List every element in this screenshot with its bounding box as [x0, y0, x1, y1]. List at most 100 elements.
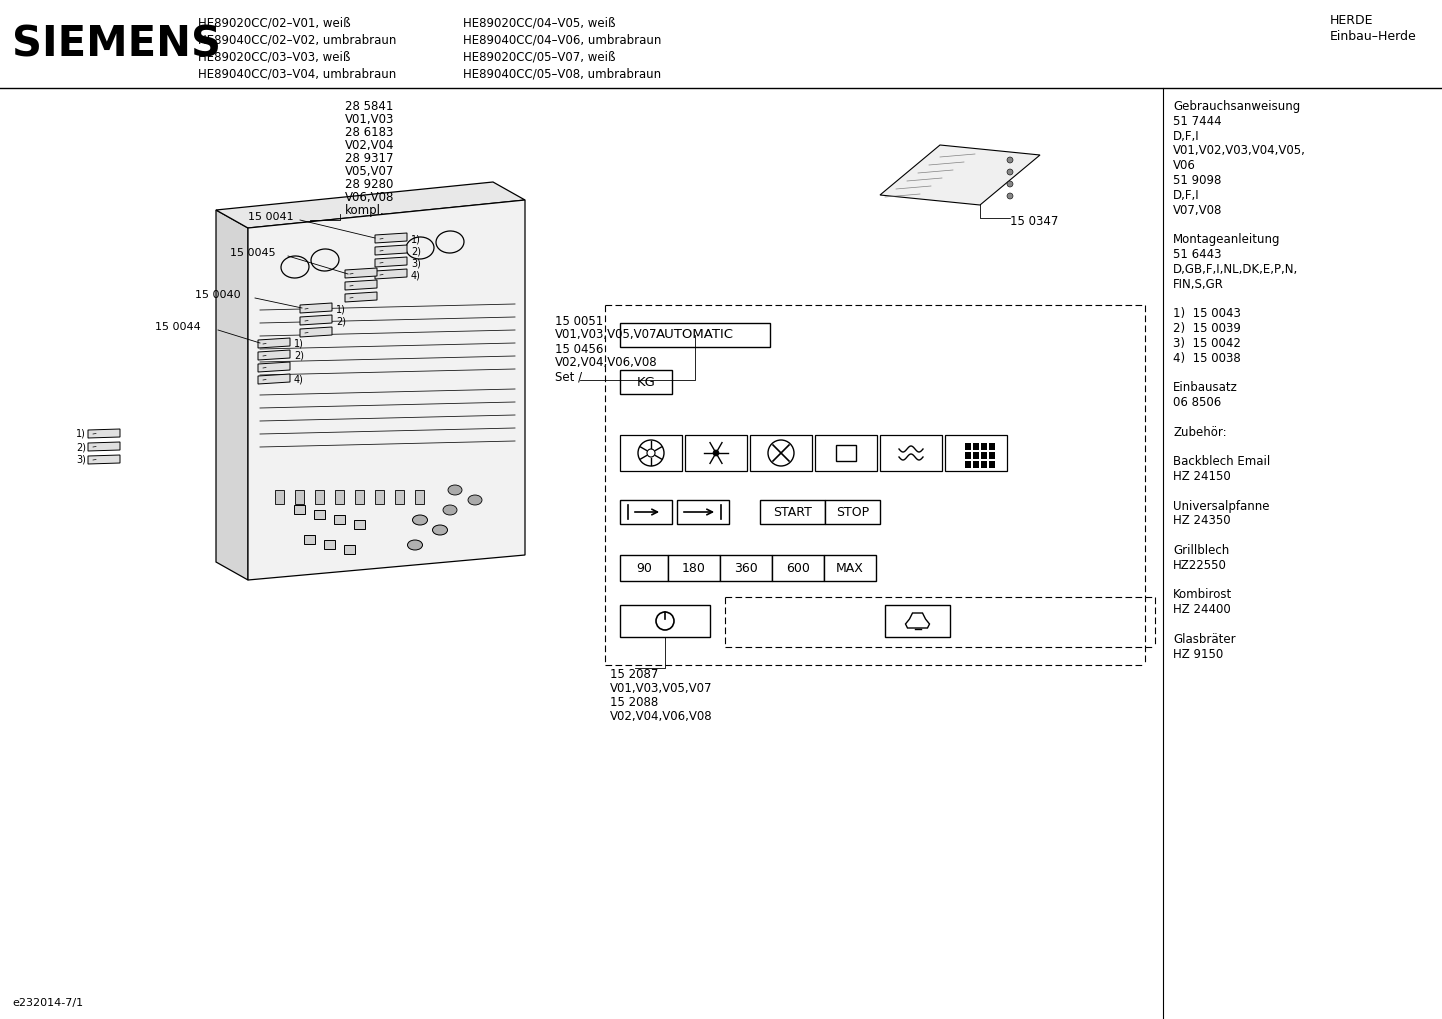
- Text: V07,V08: V07,V08: [1172, 204, 1223, 217]
- Text: 2): 2): [411, 246, 421, 256]
- Text: Grillblech: Grillblech: [1172, 544, 1229, 557]
- Text: Set /: Set /: [555, 371, 583, 384]
- Text: Einbau–Herde: Einbau–Herde: [1330, 30, 1416, 43]
- Ellipse shape: [412, 515, 427, 525]
- Bar: [771, 555, 823, 581]
- Bar: [345, 545, 355, 554]
- Polygon shape: [375, 245, 407, 255]
- Text: 51 9098: 51 9098: [1172, 174, 1221, 187]
- Text: 15 2087: 15 2087: [610, 668, 659, 681]
- Polygon shape: [345, 280, 376, 290]
- Ellipse shape: [443, 505, 457, 515]
- Text: 1): 1): [411, 234, 421, 244]
- Text: V01,V02,V03,V04,V05,: V01,V02,V03,V04,V05,: [1172, 145, 1306, 157]
- Bar: [973, 461, 979, 468]
- Bar: [620, 323, 770, 347]
- Text: HZ22550: HZ22550: [1172, 558, 1227, 572]
- Text: 2): 2): [76, 442, 87, 452]
- Text: HZ 24150: HZ 24150: [1172, 470, 1231, 483]
- Bar: [353, 520, 365, 529]
- Bar: [885, 605, 950, 637]
- Bar: [973, 443, 979, 450]
- Bar: [294, 505, 306, 514]
- Text: 28 5841: 28 5841: [345, 100, 394, 113]
- Bar: [989, 461, 995, 468]
- Text: HZ 24400: HZ 24400: [1172, 603, 1231, 616]
- Text: Kombirost: Kombirost: [1172, 588, 1233, 601]
- Bar: [981, 443, 986, 450]
- Text: HE89040CC/05–V08, umbrabraun: HE89040CC/05–V08, umbrabraun: [463, 67, 660, 81]
- Text: 28 6183: 28 6183: [345, 126, 394, 139]
- Text: V06,V08: V06,V08: [345, 191, 394, 204]
- Polygon shape: [258, 350, 290, 360]
- Text: V02,V04,V06,V08: V02,V04,V06,V08: [555, 356, 658, 369]
- Polygon shape: [248, 200, 525, 580]
- Bar: [335, 515, 345, 524]
- Bar: [296, 490, 304, 504]
- Bar: [965, 452, 970, 459]
- Circle shape: [1007, 169, 1012, 175]
- Bar: [324, 540, 335, 549]
- Text: 600: 600: [786, 561, 810, 575]
- Text: 28 9317: 28 9317: [345, 152, 394, 165]
- Bar: [973, 452, 979, 459]
- Polygon shape: [216, 210, 248, 580]
- Bar: [355, 490, 363, 504]
- Text: 1): 1): [294, 339, 304, 348]
- Text: HERDE: HERDE: [1330, 14, 1373, 26]
- Bar: [981, 461, 986, 468]
- Text: SIEMENS: SIEMENS: [12, 23, 221, 65]
- Bar: [720, 555, 771, 581]
- Bar: [275, 490, 284, 504]
- Bar: [989, 443, 995, 450]
- Text: Einbausatz: Einbausatz: [1172, 381, 1237, 394]
- Text: 15 0040: 15 0040: [195, 290, 241, 300]
- Polygon shape: [258, 374, 290, 384]
- Text: Universalpfanne: Universalpfanne: [1172, 499, 1269, 513]
- Text: 51 7444: 51 7444: [1172, 115, 1221, 127]
- Text: HE89020CC/02–V01, weiß: HE89020CC/02–V01, weiß: [198, 16, 350, 29]
- Polygon shape: [300, 327, 332, 337]
- Bar: [620, 370, 672, 394]
- Text: V02,V04,V06,V08: V02,V04,V06,V08: [610, 710, 712, 723]
- Text: FIN,S,GR: FIN,S,GR: [1172, 277, 1224, 290]
- Circle shape: [1007, 181, 1012, 187]
- Text: 28 9280: 28 9280: [345, 178, 394, 191]
- Bar: [965, 461, 970, 468]
- Text: 2): 2): [294, 351, 304, 361]
- Text: START: START: [773, 505, 812, 519]
- Text: 2)  15 0039: 2) 15 0039: [1172, 322, 1242, 335]
- Text: 15 0456: 15 0456: [555, 343, 603, 356]
- Text: HZ 24350: HZ 24350: [1172, 515, 1230, 528]
- Bar: [314, 490, 324, 504]
- Bar: [415, 490, 424, 504]
- Bar: [945, 435, 1007, 471]
- Polygon shape: [258, 338, 290, 348]
- Polygon shape: [88, 442, 120, 451]
- Bar: [760, 500, 825, 524]
- Text: V02,V04: V02,V04: [345, 139, 395, 152]
- Bar: [823, 555, 875, 581]
- Ellipse shape: [433, 525, 447, 535]
- Text: kompl.: kompl.: [345, 204, 385, 217]
- Bar: [825, 500, 880, 524]
- Bar: [989, 452, 995, 459]
- Bar: [620, 435, 682, 471]
- Text: HE89020CC/05–V07, weiß: HE89020CC/05–V07, weiß: [463, 50, 616, 63]
- Polygon shape: [258, 362, 290, 372]
- Bar: [314, 510, 324, 519]
- Text: e232014-7/1: e232014-7/1: [12, 998, 84, 1008]
- Text: Glasbräter: Glasbräter: [1172, 633, 1236, 646]
- Text: 06 8506: 06 8506: [1172, 396, 1221, 409]
- Text: HE89040CC/03–V04, umbrabraun: HE89040CC/03–V04, umbrabraun: [198, 67, 397, 81]
- Bar: [685, 435, 747, 471]
- Text: Backblech Email: Backblech Email: [1172, 455, 1270, 468]
- Ellipse shape: [408, 540, 423, 550]
- Polygon shape: [345, 292, 376, 302]
- Bar: [880, 435, 942, 471]
- Text: Gebrauchsanweisung: Gebrauchsanweisung: [1172, 100, 1301, 113]
- Bar: [750, 435, 812, 471]
- Bar: [620, 605, 709, 637]
- Polygon shape: [375, 269, 407, 279]
- Text: HE89040CC/04–V06, umbrabraun: HE89040CC/04–V06, umbrabraun: [463, 33, 662, 46]
